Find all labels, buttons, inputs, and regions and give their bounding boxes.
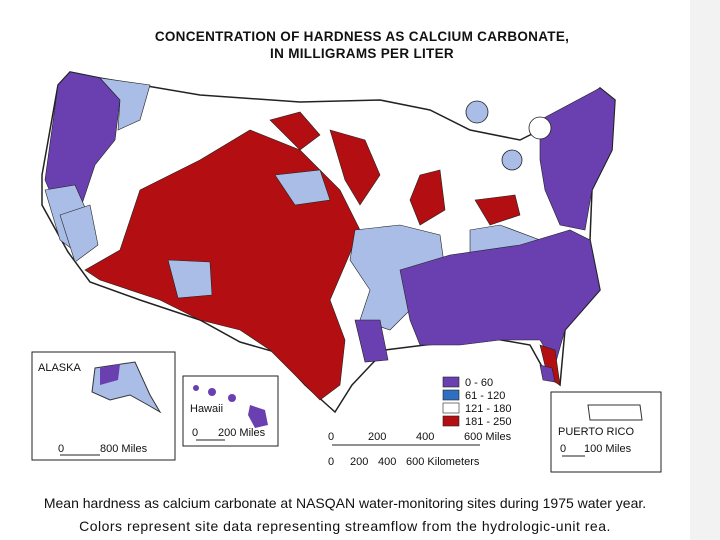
map-region (274, 169, 331, 206)
us-map (41, 71, 616, 414)
scale-label: 800 Miles (100, 443, 148, 455)
scale-label: 600 Miles (464, 431, 512, 443)
side-strip (690, 0, 720, 540)
map-region (354, 319, 389, 363)
legend-label: 61 - 120 (465, 390, 505, 402)
inset-label: ALASKA (38, 362, 81, 374)
title-line: CONCENTRATION OF HARDNESS AS CALCIUM CAR… (155, 29, 569, 44)
scale-label: 0 (58, 443, 64, 455)
map-region (167, 259, 213, 299)
map-region (349, 224, 446, 331)
legend-label: 0 - 60 (465, 377, 493, 389)
island (193, 385, 199, 391)
inset-label: Hawaii (190, 403, 223, 415)
caption: Mean hardness as calcium carbonate at NA… (44, 495, 646, 511)
scale-label: 200 (368, 431, 386, 443)
scale-label: 600 Kilometers (406, 456, 480, 468)
scale-label: 400 (378, 456, 396, 468)
map-region (329, 129, 381, 206)
caption: Colors represent site data representing … (79, 518, 611, 534)
island (248, 405, 268, 428)
inset-label: PUERTO RICO (558, 426, 634, 438)
map-region (99, 77, 151, 131)
legend-swatch (442, 376, 460, 388)
scale-label: 0 (328, 431, 334, 443)
legend-swatch (442, 415, 460, 427)
lake (465, 100, 489, 124)
scale-label: 200 (350, 456, 368, 468)
scale-label: 200 Miles (218, 427, 266, 439)
scale-label: 0 (328, 456, 334, 468)
island (208, 388, 216, 396)
legend-swatch (442, 402, 460, 414)
map-region (474, 194, 521, 226)
puerto-rico-shape (587, 404, 643, 421)
alaska-region (100, 364, 120, 385)
legend-label: 121 - 180 (465, 403, 511, 415)
scale-label: 400 (416, 431, 434, 443)
map-region (539, 364, 556, 383)
map-region (539, 87, 616, 231)
map-region (269, 111, 321, 151)
legend-label: 181 - 250 (465, 416, 511, 428)
lake (528, 116, 552, 140)
lake (501, 149, 523, 171)
scale-label: 0 (560, 443, 566, 455)
map-region (399, 229, 601, 366)
island (228, 394, 236, 402)
map-region (409, 169, 446, 226)
scale-label: 100 Miles (584, 443, 632, 455)
map-region (59, 204, 99, 263)
title-line: IN MILLIGRAMS PER LITER (270, 46, 454, 61)
legend-swatch (442, 389, 460, 401)
scale-label: 0 (192, 427, 198, 439)
